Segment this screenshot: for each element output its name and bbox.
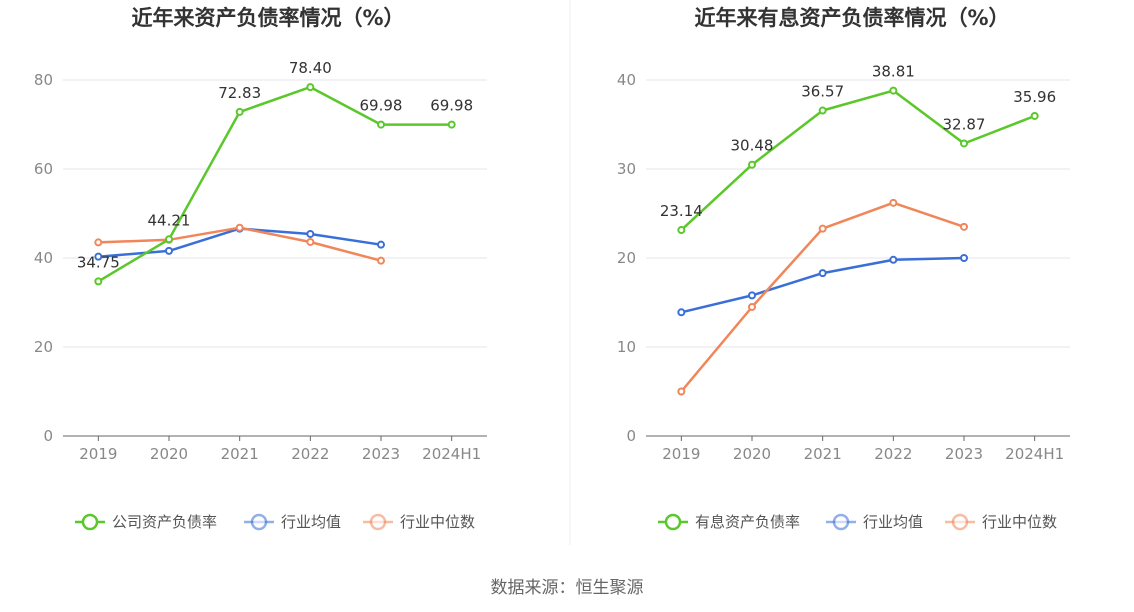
x-tick-label: 2019 xyxy=(662,445,700,463)
x-tick-label: 2023 xyxy=(362,445,400,463)
data-point xyxy=(165,246,173,255)
x-tick-label: 2021 xyxy=(221,445,259,463)
data-point xyxy=(748,291,756,300)
data-point xyxy=(94,238,103,247)
data-point xyxy=(1030,111,1039,120)
data-point xyxy=(377,120,385,129)
series-line-1 xyxy=(97,85,452,283)
legend-marker xyxy=(951,513,969,531)
x-tick-label: 2020 xyxy=(150,445,188,463)
y-tick-label: 40 xyxy=(34,249,53,267)
legend-label: 行业均值 xyxy=(863,513,923,531)
legend-label: 行业中位数 xyxy=(400,513,475,531)
data-label: 78.40 xyxy=(289,59,332,77)
legend-marker xyxy=(664,513,682,531)
data-point xyxy=(306,229,315,238)
x-tick-label: 2023 xyxy=(945,445,983,463)
y-tick-label: 20 xyxy=(34,338,53,356)
data-label: 38.81 xyxy=(872,63,915,81)
chart-panel-2: 近年来有息资产负债率情况（%） 0 10 20 30 40 2019 2020 2021 2022… xyxy=(617,6,1070,531)
data-label: 34.75 xyxy=(77,253,120,271)
x-tick-label: 2022 xyxy=(874,445,912,463)
legend-marker xyxy=(832,513,850,531)
y-tick-label: 10 xyxy=(617,338,636,356)
legend-marker xyxy=(369,513,387,531)
data-point xyxy=(235,223,244,232)
data-point xyxy=(818,269,827,278)
data-point xyxy=(960,139,968,148)
legend-label: 行业中位数 xyxy=(982,513,1057,531)
chart-panel-1: 近年来资产负债率情况（%） 0 20 40 60 80 2019 2020 2021 2022 20… xyxy=(34,6,487,531)
y-tick-label: 0 xyxy=(43,427,53,445)
x-tick-label: 2020 xyxy=(733,445,771,463)
legend-marker xyxy=(81,513,99,531)
chart-title: 近年来有息资产负债率情况（%） xyxy=(694,6,1009,30)
data-point xyxy=(306,83,315,92)
legend-marker xyxy=(250,513,268,531)
x-tick-label: 2024H1 xyxy=(1005,445,1064,463)
data-label: 35.96 xyxy=(1013,88,1056,106)
data-point xyxy=(677,308,686,317)
data-point xyxy=(165,235,173,244)
data-label: 36.57 xyxy=(801,83,844,101)
data-point xyxy=(818,224,827,233)
data-label: 69.98 xyxy=(360,97,403,115)
legend-item-1: 有息资产负债率 xyxy=(658,513,800,531)
data-point xyxy=(748,160,756,169)
x-tick-label: 2022 xyxy=(291,445,329,463)
y-tick-label: 40 xyxy=(617,71,636,89)
y-tick-label: 30 xyxy=(617,160,636,178)
legend-label: 行业均值 xyxy=(281,513,341,531)
data-label: 23.14 xyxy=(660,202,703,220)
data-label: 30.48 xyxy=(731,137,774,155)
data-point xyxy=(889,255,898,264)
legend-label: 有息资产负债率 xyxy=(695,513,800,531)
data-point xyxy=(677,226,686,235)
source-text: 数据来源：恒生聚源 xyxy=(491,578,644,598)
data-point xyxy=(94,277,103,286)
data-point xyxy=(889,198,898,207)
legend-item-1: 公司资产负债率 xyxy=(75,513,217,531)
data-point xyxy=(377,256,385,265)
y-tick-label: 0 xyxy=(626,427,636,445)
legend-item-3: 行业中位数 xyxy=(363,513,475,531)
data-point xyxy=(235,107,244,116)
legend-item-2: 行业均值 xyxy=(244,513,341,531)
data-point xyxy=(960,222,968,231)
series-line-1 xyxy=(680,89,1036,232)
data-label: 44.21 xyxy=(148,211,191,229)
y-tick-label: 20 xyxy=(617,249,636,267)
x-tick-label: 2019 xyxy=(79,445,117,463)
data-point xyxy=(960,254,968,262)
data-point xyxy=(748,302,756,311)
data-point xyxy=(677,387,686,396)
data-point xyxy=(447,120,456,129)
data-point xyxy=(306,237,315,246)
y-tick-label: 80 xyxy=(34,71,53,89)
legend-item-3: 行业中位数 xyxy=(945,513,1057,531)
data-label: 69.98 xyxy=(430,97,473,115)
data-label: 32.87 xyxy=(943,115,986,133)
data-point xyxy=(889,86,898,95)
data-point xyxy=(377,240,385,249)
data-label: 72.83 xyxy=(218,84,261,102)
series-line-2 xyxy=(98,227,382,258)
y-tick-label: 60 xyxy=(34,160,53,178)
legend-item-2: 行业均值 xyxy=(826,513,923,531)
chart-title: 近年来资产负债率情况（%） xyxy=(131,6,404,30)
data-point xyxy=(94,252,103,261)
data-point xyxy=(818,106,827,115)
x-tick-label: 2024H1 xyxy=(422,445,481,463)
legend-label: 公司资产负债率 xyxy=(112,513,217,531)
series-line-2 xyxy=(681,256,965,314)
x-tick-label: 2021 xyxy=(804,445,842,463)
